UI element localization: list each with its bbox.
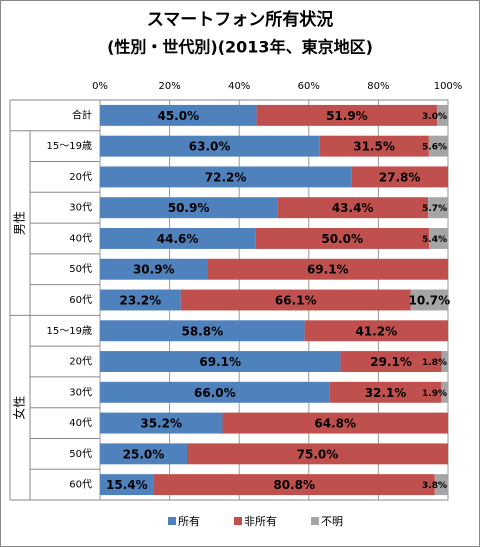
group-label: 男性 xyxy=(13,211,27,235)
group-label: 女性 xyxy=(12,396,27,420)
data-label: 45.0% xyxy=(157,109,199,123)
bar-segment xyxy=(410,289,448,311)
legend-swatch xyxy=(234,517,242,525)
data-label: 1.8% xyxy=(422,358,447,368)
bar-segment xyxy=(100,166,352,188)
data-label: 5.4% xyxy=(422,235,447,245)
bar-segment xyxy=(100,104,257,126)
data-label: 63.0% xyxy=(189,140,231,154)
bar-segment xyxy=(180,289,411,311)
data-label: 69.1% xyxy=(199,355,241,369)
data-label: 41.2% xyxy=(355,324,397,338)
data-label: 23.2% xyxy=(120,294,162,308)
bar-segment xyxy=(100,135,320,157)
legend-swatch xyxy=(168,517,176,525)
data-label: 32.1% xyxy=(365,386,407,400)
data-label: 10.7% xyxy=(409,294,451,308)
bar-segment xyxy=(428,135,449,157)
bar-segment xyxy=(441,381,448,403)
x-tick-label: 80% xyxy=(367,81,389,92)
y-tick-label: 20代 xyxy=(69,356,92,368)
y-tick-label: 50代 xyxy=(69,263,92,275)
data-label: 29.1% xyxy=(370,355,412,369)
data-label: 50.0% xyxy=(321,232,363,246)
data-label: 31.5% xyxy=(353,140,395,154)
data-label: 69.1% xyxy=(307,263,349,277)
bar-segment xyxy=(256,104,438,126)
data-label: 15.4% xyxy=(106,478,148,492)
chart-title: スマートフォン所有状況 xyxy=(147,9,334,30)
bar-segment xyxy=(255,228,430,249)
bar-segment xyxy=(277,197,429,219)
bar-segment xyxy=(329,381,442,403)
data-label: 75.0% xyxy=(297,447,339,461)
data-label: 25.0% xyxy=(123,447,165,461)
y-tick-label: 50代 xyxy=(69,448,92,460)
bar-segment xyxy=(100,289,181,311)
chart-subtitle: (性別・世代別)(2013年、東京地区) xyxy=(107,38,373,57)
data-label: 58.8% xyxy=(181,324,223,338)
bar-segment xyxy=(437,104,448,126)
bar-segment xyxy=(187,443,448,465)
data-label: 64.8% xyxy=(314,417,356,431)
data-label: 72.2% xyxy=(205,170,247,184)
y-tick-label: 60代 xyxy=(69,479,92,491)
bar-segment xyxy=(429,228,448,249)
bar-segment xyxy=(100,320,305,342)
y-tick-label: 15～19歳 xyxy=(47,325,92,337)
bar-segment xyxy=(100,474,154,496)
bar-segment xyxy=(319,135,429,157)
bar-segment xyxy=(100,443,187,465)
y-tick-label: 30代 xyxy=(69,202,92,214)
x-tick-label: 40% xyxy=(228,81,250,92)
y-tick-label: 合計 xyxy=(72,108,92,121)
legend-label: 所有 xyxy=(178,514,200,528)
bar-segment xyxy=(351,166,448,188)
bar-segment xyxy=(441,351,448,372)
data-label: 27.8% xyxy=(379,170,421,184)
legend-label: 非所有 xyxy=(244,514,277,528)
bar-segment xyxy=(434,474,448,496)
x-tick-label: 0% xyxy=(92,81,108,92)
data-label: 50.9% xyxy=(168,201,210,215)
data-label: 66.1% xyxy=(275,294,317,308)
y-tick-label: 20代 xyxy=(69,171,92,183)
data-label: 51.9% xyxy=(326,109,368,123)
bar-segment xyxy=(340,351,442,372)
data-label: 3.8% xyxy=(422,481,447,491)
data-label: 3.0% xyxy=(422,112,447,122)
data-label: 66.0% xyxy=(194,386,236,400)
y-tick-label: 40代 xyxy=(69,417,92,429)
y-tick-label: 15～19歳 xyxy=(47,140,92,152)
x-tick-label: 100% xyxy=(434,81,463,92)
x-tick-label: 60% xyxy=(298,81,320,92)
data-label: 30.9% xyxy=(133,263,175,277)
legend-swatch xyxy=(311,517,319,525)
bar-segment xyxy=(428,197,448,219)
data-label: 35.2% xyxy=(140,417,182,431)
x-tick-label: 20% xyxy=(158,81,180,92)
bar-segment xyxy=(100,351,341,372)
data-label: 44.6% xyxy=(157,232,199,246)
bar-segment xyxy=(222,412,448,434)
bar-segment xyxy=(153,474,435,496)
bar-segment xyxy=(304,320,448,342)
bar-segment xyxy=(207,258,448,280)
data-label: 5.6% xyxy=(422,143,447,153)
bar-segment xyxy=(100,228,256,249)
y-tick-label: 30代 xyxy=(69,386,92,398)
y-tick-label: 60代 xyxy=(69,294,92,306)
bar-segment xyxy=(100,412,223,434)
data-label: 1.9% xyxy=(422,389,447,399)
y-tick-label: 40代 xyxy=(69,232,92,244)
bar-segment xyxy=(100,197,278,219)
bar-segment xyxy=(100,258,208,280)
legend-label: 不明 xyxy=(321,515,343,528)
data-label: 80.8% xyxy=(273,478,315,492)
data-label: 43.4% xyxy=(332,201,374,215)
data-label: 5.7% xyxy=(422,204,447,214)
bar-segment xyxy=(100,381,330,403)
